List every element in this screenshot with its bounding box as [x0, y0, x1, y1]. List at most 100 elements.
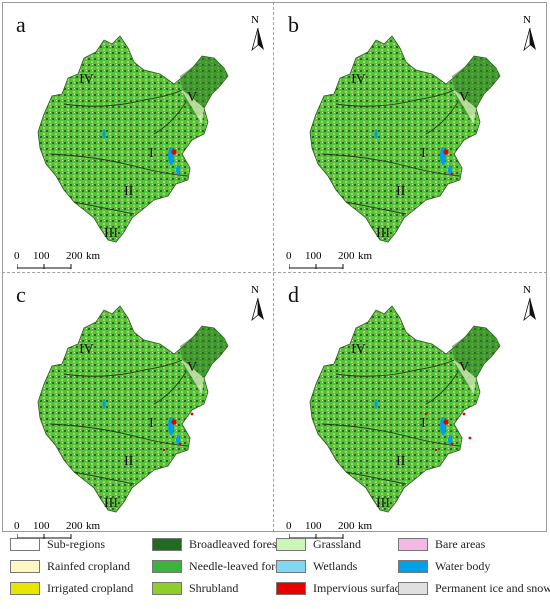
- legend: Sub-regions Rainfed cropland Irrigated c…: [10, 537, 550, 607]
- legend-label: Impervious surfaces: [313, 581, 410, 595]
- scale-tick-label: 100: [33, 520, 50, 532]
- grassland-patch: [452, 358, 476, 394]
- water-body-lake: [374, 399, 378, 409]
- water-body-lake: [448, 165, 452, 175]
- scale-bar: 0 100 200 km: [14, 250, 204, 272]
- north-label: N: [251, 14, 259, 26]
- impervious-surface: [171, 149, 177, 155]
- sub-region-boundary: [63, 89, 183, 107]
- legend-label: Sub-regions: [47, 537, 105, 551]
- legend-label: Irrigated cropland: [47, 581, 134, 595]
- region-label: II: [396, 454, 406, 469]
- water-body-lake: [374, 129, 378, 139]
- panel-divider-horizontal: [2, 272, 547, 273]
- impervious-surface: [171, 419, 177, 425]
- sub-region-boundary: [335, 359, 455, 377]
- region-label: IV: [79, 72, 94, 87]
- impervious-surface: [468, 436, 472, 440]
- north-arrow-shape: [523, 28, 536, 52]
- legend-swatch: [10, 538, 40, 551]
- legend-label: Grassland: [313, 537, 361, 551]
- region-label: III: [104, 226, 118, 241]
- region-label: III: [376, 496, 390, 511]
- grassland-patch: [180, 358, 204, 394]
- scale-tick-label: 0: [14, 250, 20, 262]
- legend-swatch: [10, 582, 40, 595]
- scale-bar: 0 100 200 km: [286, 250, 476, 272]
- scale-bar: 0 100 200 km: [286, 520, 476, 542]
- map-svg: [309, 35, 501, 243]
- scale-bar-line: [289, 264, 344, 269]
- province-outline: [309, 35, 501, 243]
- scale-tick-label: 100: [305, 520, 322, 532]
- impervious-surface: [424, 412, 428, 416]
- map-panel: d I II III IV V N 0 100 200 km: [276, 274, 546, 542]
- province-outline: [37, 35, 229, 243]
- sub-region-boundary: [153, 101, 187, 135]
- north-arrow-icon: N: [521, 284, 539, 322]
- legend-swatch: [276, 582, 306, 595]
- scale-unit: km: [358, 250, 373, 262]
- north-arrow-icon: N: [249, 14, 267, 52]
- legend-swatch: [152, 538, 182, 551]
- legend-label: Shrubland: [189, 581, 239, 595]
- scale-unit: km: [86, 250, 101, 262]
- scale-tick-label: 200: [66, 520, 83, 532]
- sub-region-boundary: [345, 201, 407, 215]
- region-label: II: [396, 184, 406, 199]
- scale-tick-label: 0: [286, 520, 292, 532]
- region-label: IV: [351, 72, 366, 87]
- map-svg: [37, 305, 229, 513]
- impervious-surface: [162, 448, 166, 452]
- impervious-surface: [462, 412, 466, 416]
- north-arrow-icon: N: [521, 14, 539, 52]
- impervious-surface: [178, 442, 182, 446]
- region-label: V: [187, 360, 198, 375]
- water-body-lake: [102, 129, 106, 139]
- sub-region-boundary: [321, 153, 461, 177]
- impervious-surface: [190, 412, 194, 416]
- sub-region-boundary: [335, 89, 455, 107]
- legend-swatch: [398, 582, 428, 595]
- water-body-lake: [448, 435, 452, 445]
- legend-label: Permanent ice and snow: [435, 581, 550, 595]
- water-body-lake: [176, 165, 180, 175]
- impervious-surface: [443, 149, 449, 155]
- region-label: III: [104, 496, 118, 511]
- scale-bar-line: [17, 264, 72, 269]
- sub-region-boundary: [345, 471, 407, 485]
- sub-region-boundary: [73, 201, 135, 215]
- north-label: N: [523, 284, 531, 296]
- region-label: III: [376, 226, 390, 241]
- scale-tick-label: 0: [286, 250, 292, 262]
- legend-swatch: [10, 560, 40, 573]
- region-label: V: [459, 360, 470, 375]
- sub-region-boundary: [49, 153, 189, 177]
- region-label: IV: [351, 342, 366, 357]
- north-label: N: [523, 14, 531, 26]
- impervious-surface: [434, 448, 438, 452]
- panel-label: d: [288, 282, 299, 307]
- province-outline: [309, 305, 501, 513]
- region-label: IV: [79, 342, 94, 357]
- scale-tick-label: 200: [66, 250, 83, 262]
- scale-unit: km: [358, 520, 373, 532]
- map-panel: a I II III IV V N 0 100 200 km: [4, 4, 274, 272]
- region-label: II: [124, 454, 134, 469]
- grassland-patch: [452, 88, 476, 124]
- sub-region-boundary: [49, 423, 189, 447]
- sub-region-boundary: [153, 371, 187, 405]
- map-svg: [309, 305, 501, 513]
- panel-label: b: [288, 12, 299, 37]
- scale-tick-label: 100: [33, 250, 50, 262]
- map-panel: c I II III IV V N 0 100 200 km: [4, 274, 274, 542]
- scale-tick-label: 0: [14, 520, 20, 532]
- panel-label: c: [16, 282, 26, 307]
- sub-region-boundary: [425, 101, 459, 135]
- legend-label: Rainfed cropland: [47, 559, 130, 573]
- north-label: N: [251, 284, 259, 296]
- legend-swatch: [398, 560, 428, 573]
- impervious-surface: [443, 419, 449, 425]
- impervious-surface: [450, 172, 454, 176]
- scale-tick-label: 100: [305, 250, 322, 262]
